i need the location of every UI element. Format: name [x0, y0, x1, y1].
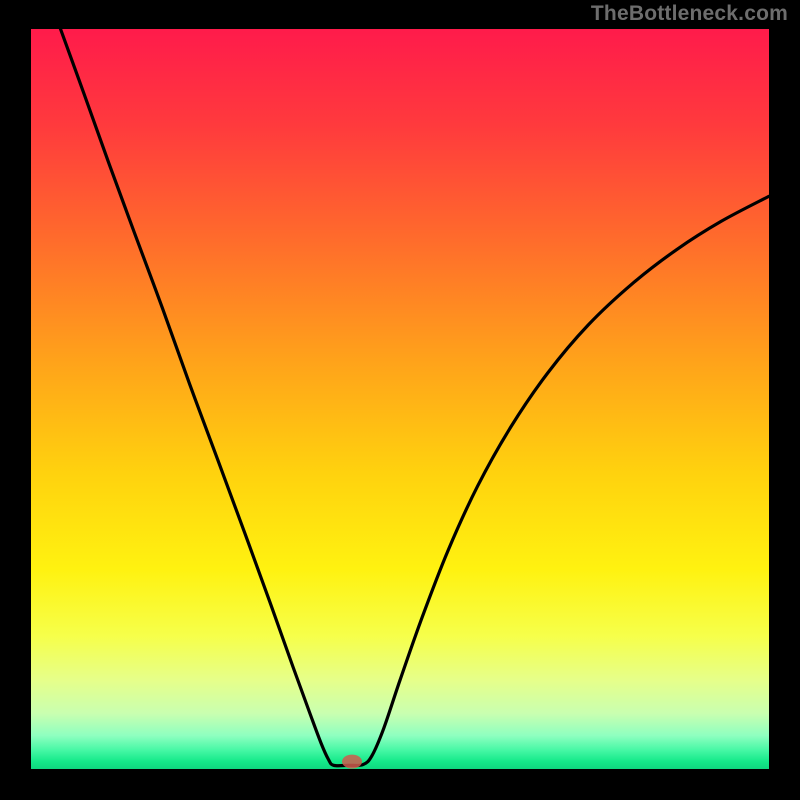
min-marker: [342, 755, 362, 769]
chart-svg: [0, 0, 800, 800]
plot-area: [31, 29, 769, 769]
watermark-text: TheBottleneck.com: [591, 2, 788, 26]
chart-stage: TheBottleneck.com: [0, 0, 800, 800]
